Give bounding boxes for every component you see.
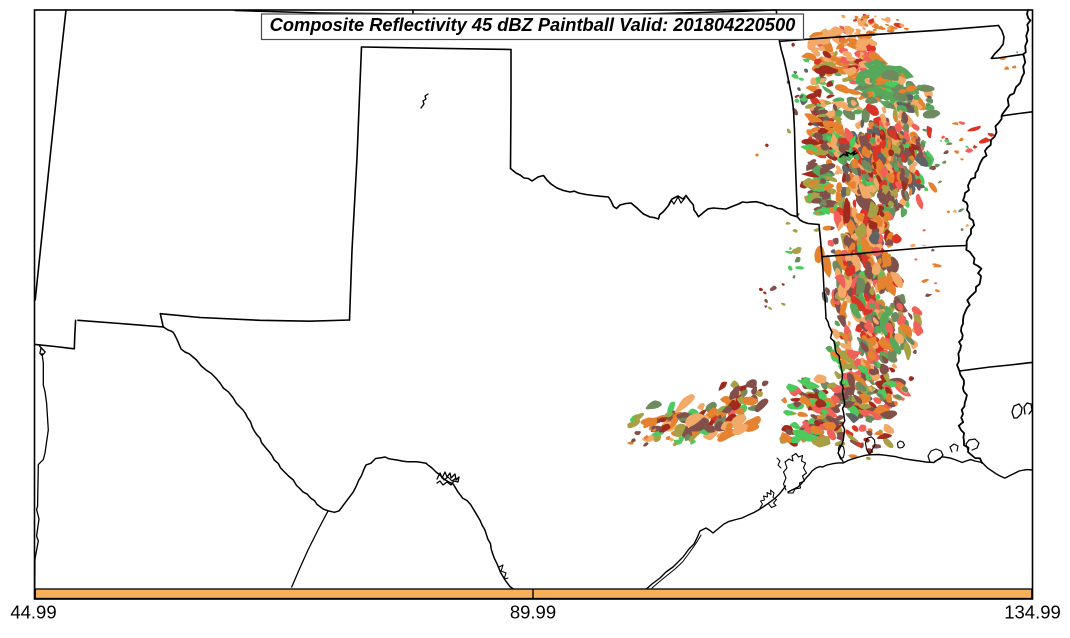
svg-text:89.99: 89.99	[510, 602, 556, 623]
svg-text:44.99: 44.99	[10, 602, 56, 623]
svg-text:134.99: 134.99	[1004, 602, 1061, 623]
svg-text:Composite Reflectivity 45 dBZ: Composite Reflectivity 45 dBZ Paintball …	[270, 14, 796, 35]
